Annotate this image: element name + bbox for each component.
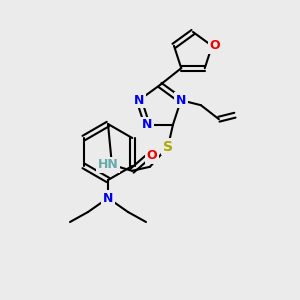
Text: S: S	[163, 140, 173, 154]
Text: N: N	[134, 94, 144, 107]
Text: N: N	[103, 191, 113, 205]
Text: O: O	[210, 39, 220, 52]
Text: O: O	[147, 149, 157, 162]
Text: N: N	[176, 94, 186, 107]
Text: HN: HN	[98, 158, 118, 171]
Text: N: N	[142, 118, 152, 131]
